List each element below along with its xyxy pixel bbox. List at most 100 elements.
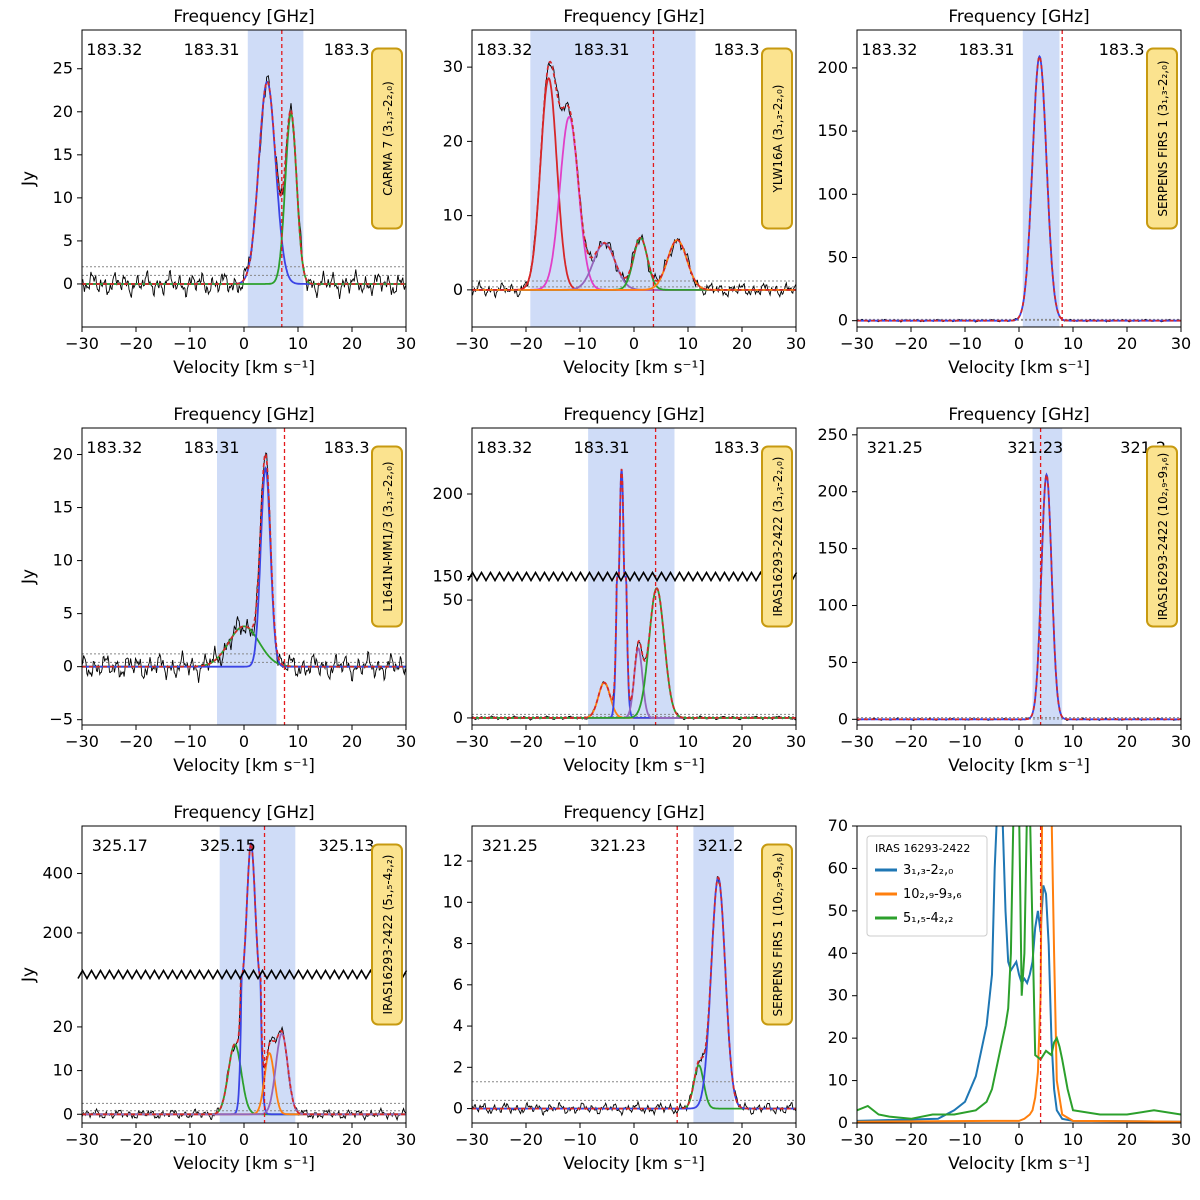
plot-area — [472, 30, 796, 327]
x-tick-label: 0 — [629, 1130, 639, 1149]
x-tick-label: 0 — [239, 1130, 249, 1149]
line-label-box — [371, 47, 403, 230]
total-fit — [857, 54, 1181, 322]
line-label: IRAS16293-2422 (3₁,₃-2₂,₀) — [771, 457, 785, 617]
x-tick-label: 10 — [288, 1130, 308, 1149]
y-tick-label: 30 — [443, 57, 463, 76]
y-tick-label: 6 — [453, 975, 463, 994]
y-tick-label: 2 — [453, 1057, 463, 1076]
frequency-tick-label: 183.31 — [574, 40, 630, 59]
panel-8: −30 −20 −10 0 10 20 30 Velocity [km s⁻¹] 0 2 4 6 8 10… — [443, 803, 807, 1174]
y-tick-label: 150 — [817, 539, 848, 558]
y-tick-label: 10 — [53, 1061, 73, 1080]
panel-7: −30 −20 −10 0 10 20 30 Velocity [km s⁻¹] 0 10 20 20… — [19, 803, 416, 1174]
x-tick-label: 0 — [239, 732, 249, 751]
y-tick-label: 200 — [42, 923, 73, 942]
x-tick-label: 20 — [732, 334, 752, 353]
x-tick-label: 10 — [678, 1130, 698, 1149]
line-label: SERPENS FIRS 1 (10₂,₉-9₃,₆) — [771, 853, 785, 1017]
y-tick-label: 50 — [828, 652, 848, 671]
y-tick-label: 10 — [53, 551, 73, 570]
frequency-tick-label: 183.3 — [324, 438, 370, 457]
observed-spectrum — [82, 75, 406, 299]
fit-window-shade — [693, 826, 734, 1123]
frequency-tick-label: 321.23 — [1007, 438, 1063, 457]
line-label: IRAS16293-2422 (5₁,₅-4₂,₂) — [381, 855, 395, 1015]
x-tick-label: 20 — [732, 732, 752, 751]
x-tick-label: 20 — [342, 732, 362, 751]
frequency-tick-label: 183.32 — [86, 438, 142, 457]
y-tick-label: 0 — [838, 1113, 848, 1132]
panel-2: −30 −20 −10 0 10 20 30 Velocity [km s⁻¹] 0 10 20 30… — [443, 7, 807, 378]
y-tick-label: 20 — [443, 131, 463, 150]
panel-1: −30 −20 −10 0 10 20 30 Velocity [km s⁻¹] 0 5 10 15 2… — [19, 7, 416, 378]
total-fit — [82, 80, 406, 285]
plot-area — [82, 30, 406, 327]
panel-frame — [471, 825, 797, 1124]
x-axis-label: Velocity [km s⁻¹] — [948, 1154, 1090, 1174]
y-tick-label: 100 — [817, 596, 848, 615]
plot-area — [82, 428, 406, 725]
y-tick-label: 25 — [53, 59, 73, 78]
x-axis-label: Velocity [km s⁻¹] — [948, 756, 1090, 776]
series-line — [857, 826, 1181, 1120]
frequency-tick-label: 321.25 — [867, 438, 923, 457]
axis-break-zigzag — [77, 968, 408, 981]
y-tick-label: 200 — [817, 58, 848, 77]
frequency-tick-label: 183.32 — [476, 40, 532, 59]
line-label-box — [761, 843, 793, 1026]
line-label: YLW16A (3₁,₃-2₂,₀) — [771, 85, 785, 194]
y-tick-label: 10 — [443, 206, 463, 225]
gaussian-comp-blue — [82, 80, 406, 285]
frequency-tick-label: 183.3 — [1099, 40, 1145, 59]
x-tick-label: 30 — [396, 732, 416, 751]
x-tick-label: 0 — [1014, 732, 1024, 751]
x-tick-label: 30 — [786, 732, 806, 751]
y-tick-label: 200 — [817, 482, 848, 501]
x-tick-label: 0 — [239, 334, 249, 353]
x-axis-label: Velocity [km s⁻¹] — [948, 358, 1090, 378]
y-tick-label: 4 — [453, 1016, 463, 1035]
x-tick-label: −20 — [119, 732, 153, 751]
x-tick-label: 30 — [786, 334, 806, 353]
x-tick-label: 10 — [678, 732, 698, 751]
y-tick-label: 8 — [453, 934, 463, 953]
gaussian-comp-blue — [857, 472, 1181, 721]
frequency-tick-label: 325.17 — [92, 836, 148, 855]
x-tick-label: 20 — [1117, 732, 1137, 751]
x-axis-label: Velocity [km s⁻¹] — [563, 358, 705, 378]
legend-entry: 3₁,₃-2₂,₀ — [903, 863, 953, 878]
y-tick-label: 70 — [828, 816, 848, 835]
x-tick-label: −10 — [173, 1130, 207, 1149]
gaussian-comp-green — [472, 1064, 796, 1110]
x-tick-label: −10 — [173, 732, 207, 751]
x-tick-label: −30 — [65, 334, 99, 353]
y-tick-label: 30 — [828, 986, 848, 1005]
x-tick-label: 10 — [1063, 1130, 1083, 1149]
frequency-axis-label: Frequency [GHz] — [563, 7, 704, 27]
frequency-axis-label: Frequency [GHz] — [173, 405, 314, 425]
line-label-box — [1146, 445, 1178, 628]
plot-area — [857, 826, 1181, 1123]
line-label-box — [761, 445, 793, 628]
y-tick-label: 0 — [63, 1104, 73, 1123]
x-tick-label: −30 — [65, 732, 99, 751]
x-tick-label: 10 — [288, 732, 308, 751]
y-tick-label: 0 — [63, 274, 73, 293]
observed-spectrum — [857, 474, 1181, 722]
x-tick-label: 10 — [1063, 334, 1083, 353]
observed-spectrum — [857, 55, 1181, 323]
frequency-tick-label: 183.31 — [959, 40, 1015, 59]
x-tick-label: −20 — [509, 732, 543, 751]
plot-area — [472, 826, 796, 1123]
line-label-box — [371, 843, 403, 1026]
x-tick-label: −30 — [840, 1130, 874, 1149]
x-tick-label: 30 — [1171, 1130, 1191, 1149]
observed-spectrum — [82, 452, 406, 683]
y-tick-label: 200 — [432, 484, 463, 503]
x-tick-label: −30 — [65, 1130, 99, 1149]
frequency-tick-label: 183.3 — [714, 438, 760, 457]
y-tick-label: 20 — [53, 102, 73, 121]
y-tick-label: 100 — [817, 184, 848, 203]
frequency-axis-label: Frequency [GHz] — [173, 803, 314, 823]
